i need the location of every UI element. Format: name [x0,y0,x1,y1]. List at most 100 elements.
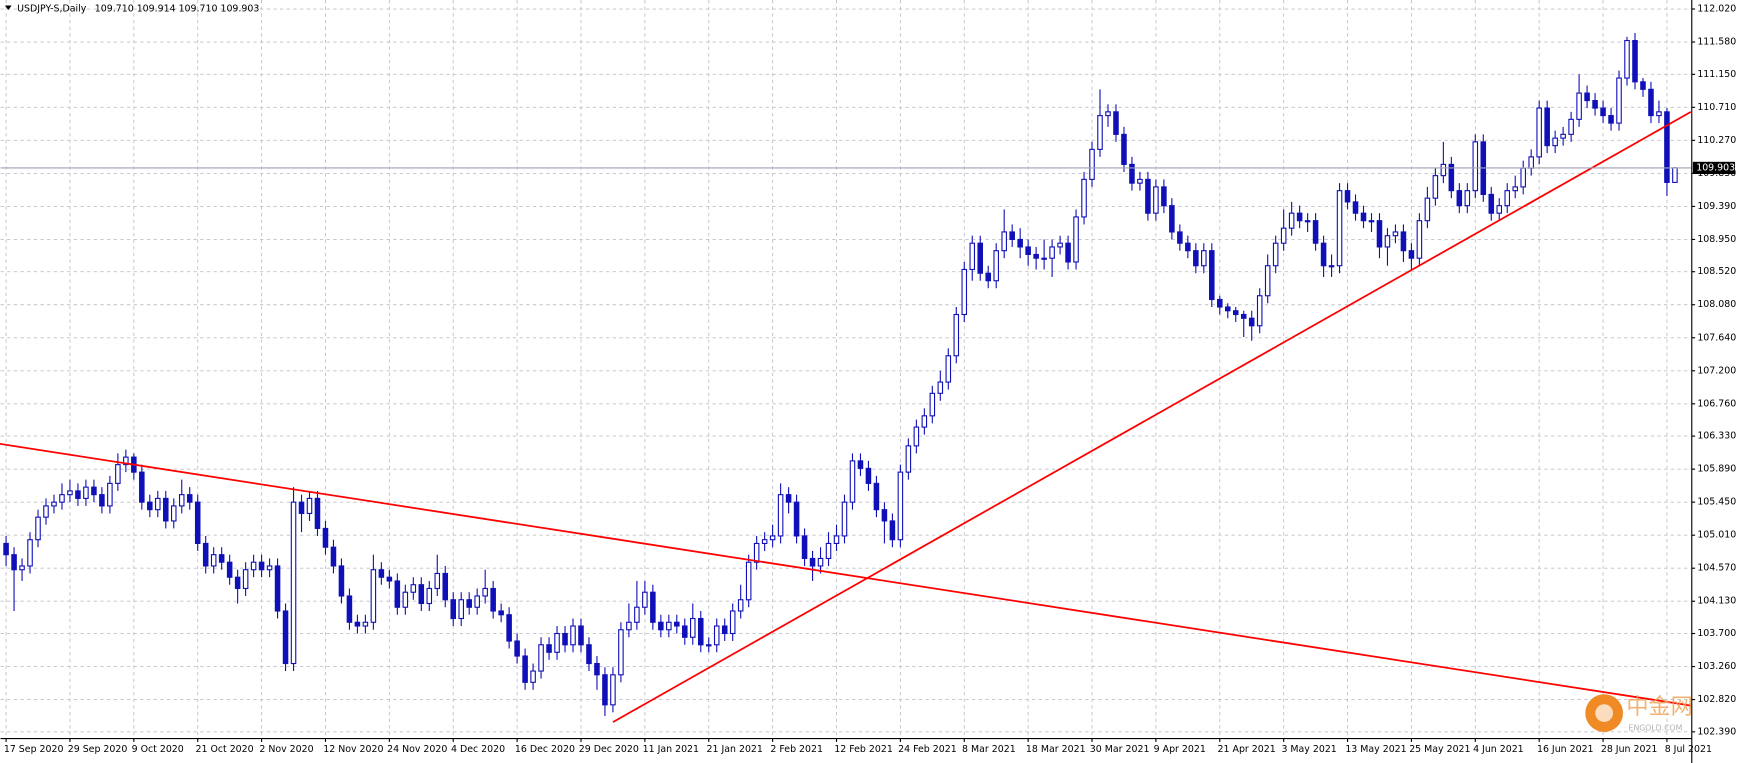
candle-body [1456,190,1463,207]
ohlc-readout: 109.710 109.914 109.710 109.903 [95,3,260,14]
y-tick-label: 111.580 [1697,37,1736,48]
candle-body [1209,250,1215,301]
candle-body [1121,133,1127,165]
candle-body [1041,257,1047,260]
candle-body [769,535,776,541]
candle-body [1360,212,1367,222]
candle-body [849,460,856,503]
x-tick-label: 12 Nov 2020 [323,744,383,755]
candle-body [953,313,960,357]
x-tick-label: 21 Apr 2021 [1218,744,1276,755]
candle-body [554,632,560,653]
x-tick-label: 11 Jan 2021 [643,744,699,755]
candle-body [426,587,433,605]
watermark-subtext: ENGOLD.COM [1629,724,1683,733]
candle-body [75,490,81,499]
candle-body [1576,92,1582,120]
x-tick-label: 24 Feb 2021 [898,744,957,755]
candle-body [1656,111,1662,117]
x-tick-label: 24 Nov 2020 [387,744,447,755]
x-tick-label: 16 Dec 2020 [515,744,575,755]
watermark-logo-inner [1595,704,1614,722]
x-tick-label: 30 Mar 2021 [1090,744,1150,755]
candle-body [825,542,832,560]
candle-body [1137,178,1143,184]
candle-body [1440,163,1447,177]
candle-body [1648,88,1654,117]
menu-arrow[interactable] [4,5,12,10]
candle-body [282,610,289,665]
candle-body [1512,186,1518,192]
candle-body [626,621,632,631]
y-tick-label: 103.260 [1697,661,1736,672]
candle-body [833,535,840,544]
candle-body [785,494,792,503]
candle-body [147,501,153,511]
candle-body [1017,238,1023,248]
candle-body [602,674,608,706]
candle-body [873,482,880,511]
candle-body [1240,313,1247,319]
candle-body [586,644,592,665]
candle-body [857,460,864,469]
candle-body [1504,190,1511,207]
candle-body [1296,212,1303,222]
candle-body [841,501,848,537]
candle-body [697,617,704,646]
candle-body [115,464,121,484]
x-tick-label: 29 Sep 2020 [68,744,128,755]
candle-body [306,497,313,514]
candle-body [1065,242,1071,263]
candle-body [682,625,688,638]
candle-body [202,542,209,567]
y-tick-label: 104.130 [1697,596,1736,607]
candle-body [450,599,457,620]
candle-body [1105,111,1111,117]
candle-body [1272,242,1279,267]
y-tick-label: 107.640 [1697,332,1736,343]
candle-body [258,561,265,571]
y-tick-label: 102.390 [1697,726,1736,737]
candle-body [530,670,536,683]
x-tick-label: 9 Apr 2021 [1154,744,1206,755]
candle-body [945,355,952,383]
candle-body [99,494,105,507]
x-tick-label: 18 Mar 2021 [1026,744,1086,755]
candle-body [442,572,449,601]
candle-body [1193,250,1199,267]
candle-body [1624,39,1630,79]
candle-body [1600,107,1606,117]
candle-body [562,632,568,646]
y-tick-label: 109.390 [1697,201,1736,212]
y-tick-label: 104.570 [1697,563,1736,574]
candle-body [1544,107,1550,147]
x-tick-label: 29 Dec 2020 [579,744,639,755]
y-tick-label: 105.010 [1697,530,1736,541]
candle-body [1448,163,1455,192]
candle-body [1312,220,1319,244]
candle-body [1536,107,1542,158]
y-tick-label: 106.760 [1697,398,1736,409]
candle-body [1304,220,1311,223]
candle-body [793,501,800,537]
candle-body [338,565,345,597]
candle-body [690,617,696,638]
candle-body [1025,246,1031,256]
candle-body [546,644,552,653]
y-tick-label: 106.330 [1697,431,1736,442]
x-tick-label: 21 Oct 2020 [195,744,253,755]
candle-body [1081,178,1087,218]
candle-body [1145,178,1151,214]
watermark-text: 中金网 [1626,694,1693,720]
candle-body [83,486,89,499]
candle-body [634,606,640,623]
candle-body [123,456,129,466]
candle-body [266,565,273,571]
candle-body [322,527,329,548]
candle-body [386,576,393,582]
candle-body [394,580,401,608]
candle-body [458,599,464,620]
candle-body [969,242,976,271]
